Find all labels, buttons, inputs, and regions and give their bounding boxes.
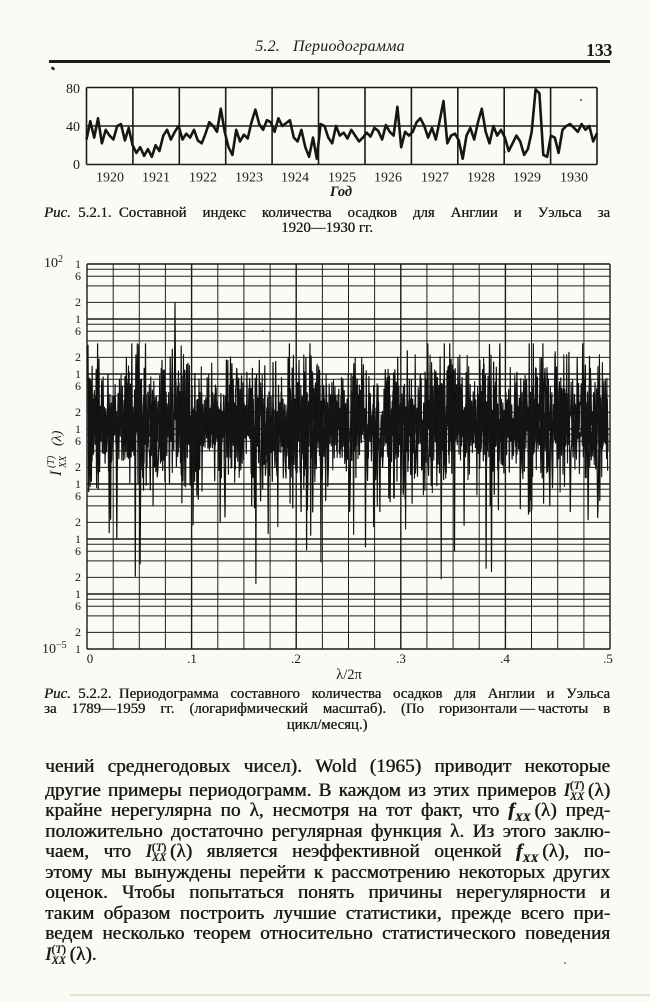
svg-text:6: 6 — [75, 269, 81, 283]
svg-text:λ/2π: λ/2π — [336, 667, 362, 683]
svg-text:6: 6 — [75, 599, 81, 613]
svg-text:1928: 1928 — [467, 171, 495, 186]
svg-text:1921: 1921 — [142, 171, 170, 186]
svg-text:.3: .3 — [396, 651, 406, 666]
svg-text:.1: .1 — [187, 651, 197, 666]
svg-text:2: 2 — [75, 515, 81, 529]
svg-text:1920: 1920 — [96, 171, 124, 186]
svg-text:2: 2 — [75, 625, 81, 639]
svg-text:2: 2 — [75, 570, 81, 584]
svg-text:6: 6 — [75, 324, 81, 338]
svg-text:Год: Год — [329, 184, 352, 200]
svg-text:1923: 1923 — [235, 171, 263, 186]
svg-text:1927: 1927 — [421, 171, 449, 186]
svg-text:2: 2 — [75, 405, 81, 419]
svg-text:1925: 1925 — [328, 171, 356, 186]
svg-text:6: 6 — [75, 489, 81, 503]
svg-text:6: 6 — [75, 544, 81, 558]
svg-text:1: 1 — [75, 587, 81, 601]
svg-text:XX: XX — [58, 455, 69, 469]
svg-text:0: 0 — [87, 651, 94, 666]
svg-text:1929: 1929 — [513, 171, 541, 186]
svg-text:2: 2 — [75, 460, 81, 474]
svg-text:1922: 1922 — [189, 171, 217, 186]
svg-text:0: 0 — [73, 158, 80, 173]
svg-text:1: 1 — [75, 532, 81, 546]
svg-text:6: 6 — [75, 434, 81, 448]
svg-text:1924: 1924 — [281, 171, 309, 186]
svg-text:6: 6 — [75, 379, 81, 393]
svg-text:1: 1 — [75, 477, 81, 491]
svg-text:10−5: 10−5 — [42, 640, 67, 657]
svg-text:80: 80 — [66, 82, 80, 97]
svg-text:2: 2 — [75, 295, 81, 309]
svg-text:(T): (T) — [46, 455, 57, 468]
svg-text:.5: .5 — [603, 651, 613, 666]
svg-text:1: 1 — [75, 257, 81, 271]
svg-text:1: 1 — [75, 312, 81, 326]
svg-text:2: 2 — [75, 350, 81, 364]
svg-text:1: 1 — [75, 367, 81, 381]
svg-text:.2: .2 — [291, 651, 301, 666]
svg-text:1: 1 — [75, 422, 81, 436]
svg-text:(λ): (λ) — [50, 430, 65, 446]
svg-text:1926: 1926 — [374, 171, 402, 186]
svg-text:102: 102 — [44, 254, 63, 271]
svg-text:I: I — [48, 470, 65, 477]
svg-text:40: 40 — [66, 120, 80, 135]
svg-text:.4: .4 — [500, 651, 510, 666]
svg-text:1: 1 — [75, 642, 81, 656]
svg-text:1930: 1930 — [560, 171, 588, 186]
